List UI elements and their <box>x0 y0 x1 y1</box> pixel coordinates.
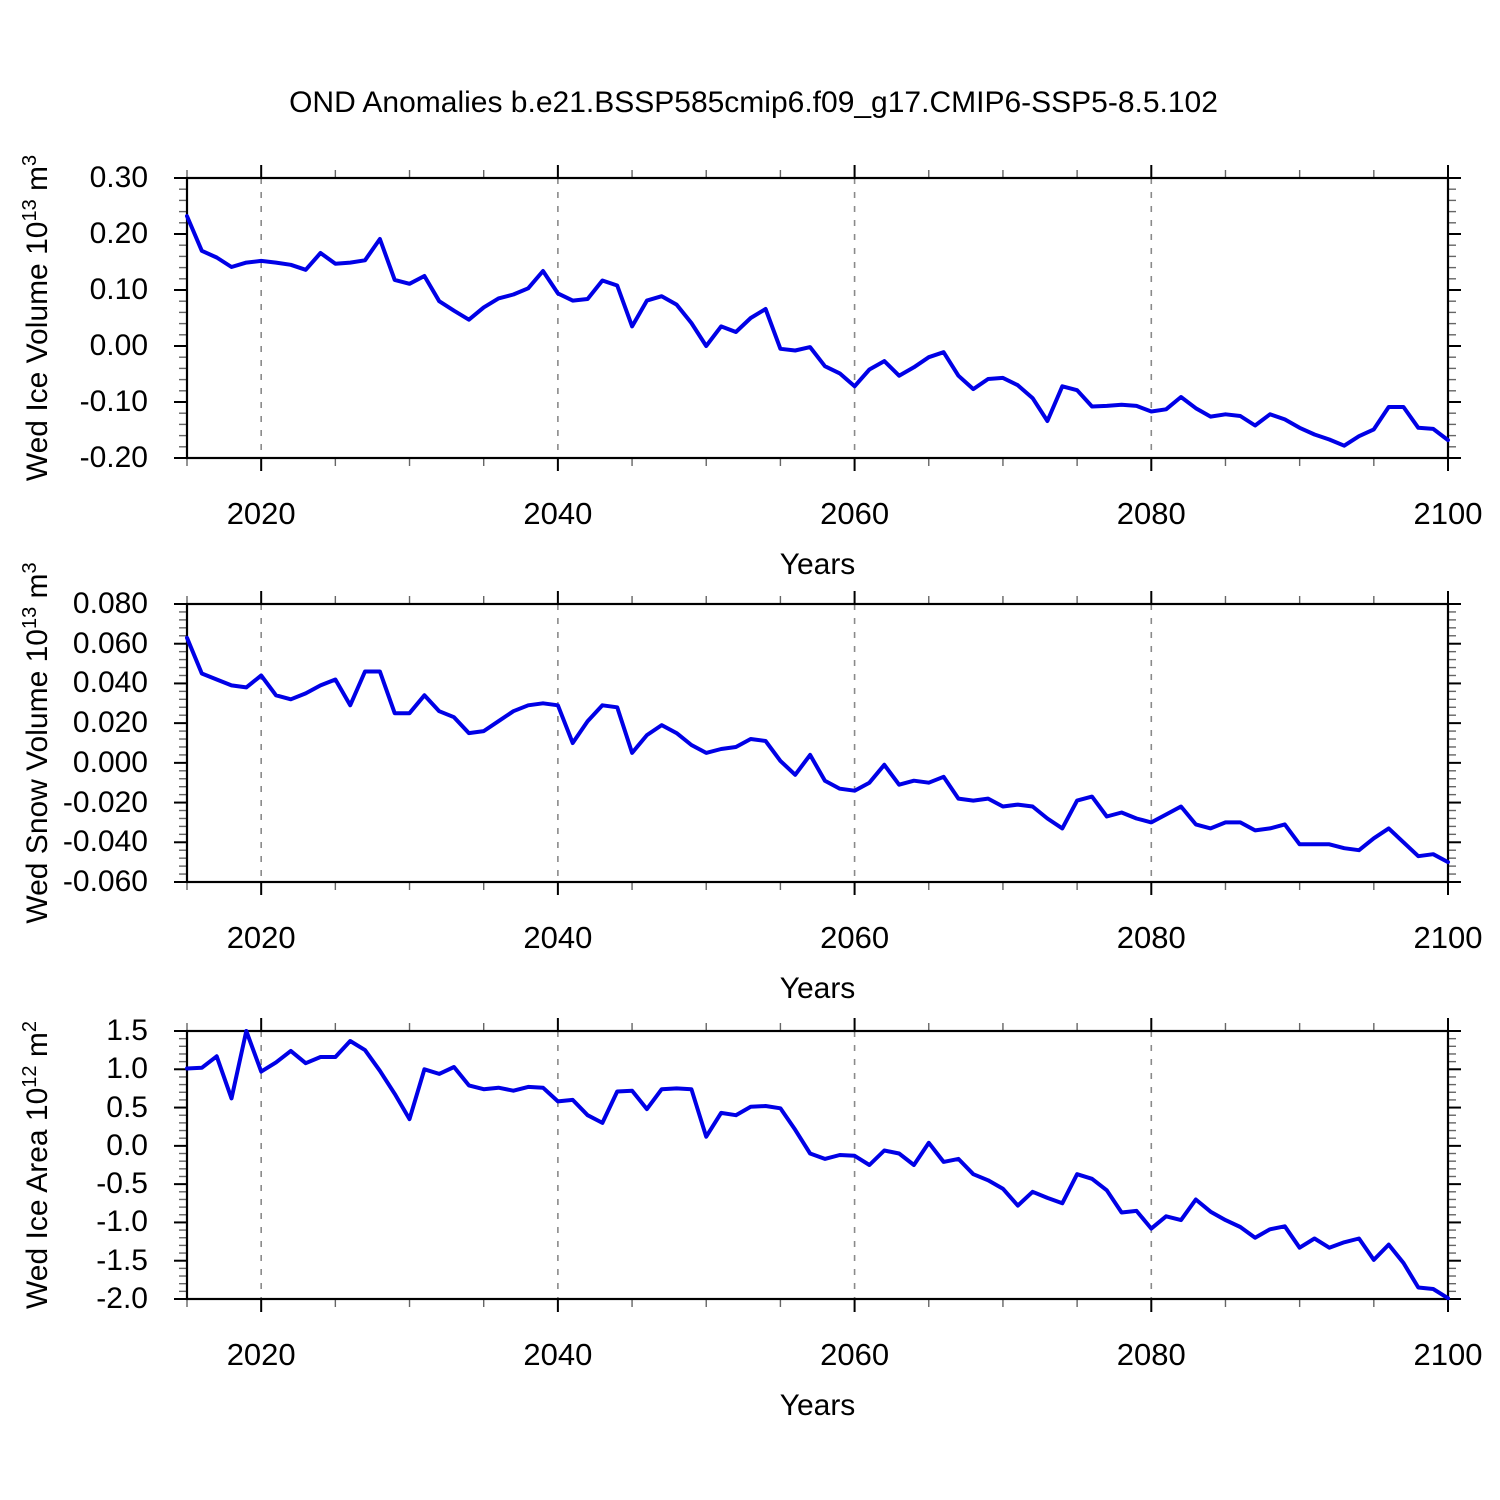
minor-ticks <box>179 596 1456 890</box>
x-tick-label: 2100 <box>1413 920 1483 955</box>
y-tick-label: -2.0 <box>96 1282 148 1315</box>
y-tick-label: 0.00 <box>89 329 148 362</box>
minor-ticks <box>179 170 1456 466</box>
major-ticks <box>174 165 1461 471</box>
series-line <box>185 1029 1450 1301</box>
x-tick-label: 2080 <box>1116 920 1186 955</box>
x-tick-label: 2040 <box>523 920 593 955</box>
x-tick-label: 2020 <box>226 1337 296 1372</box>
x-tick-label: 2020 <box>226 920 296 955</box>
minor-ticks <box>179 1023 1456 1307</box>
plot-frame <box>185 1029 1450 1301</box>
y-tick-label: 0.020 <box>72 706 148 740</box>
y-tick-label: -0.060 <box>62 865 148 898</box>
x-tick-label: 2040 <box>523 1337 593 1372</box>
y-tick-label: 0.20 <box>89 217 148 250</box>
plot-area-snow-volume <box>174 591 1461 895</box>
plot-frame <box>185 176 1450 460</box>
y-tick-label: -1.0 <box>96 1205 148 1239</box>
x-tick-label: 2060 <box>820 496 890 531</box>
y-tick-label: 1.5 <box>106 1014 148 1047</box>
y-tick-label: 0.5 <box>106 1090 148 1124</box>
x-tick-label: 2060 <box>820 920 890 955</box>
y-tick-label: -0.5 <box>96 1167 148 1201</box>
y-tick-label: -1.5 <box>96 1243 148 1277</box>
major-ticks <box>174 1018 1461 1312</box>
x-tick-label: 2060 <box>820 1337 890 1372</box>
y-tick-label: 0.10 <box>89 273 148 306</box>
y-tick-label: 0.040 <box>72 666 148 700</box>
y-tick-label: 1.0 <box>106 1052 148 1086</box>
series-line <box>185 635 1450 865</box>
x-tick-label: 2080 <box>1116 496 1186 531</box>
x-tick-label: 2080 <box>1116 1337 1186 1372</box>
plot-frame <box>185 602 1450 884</box>
y-tick-label: 0.0 <box>106 1128 148 1162</box>
x-axis-label: Years <box>779 972 856 1005</box>
major-ticks <box>174 591 1461 895</box>
x-axis-label: Years <box>779 1389 856 1422</box>
x-tick-label: 2040 <box>523 496 593 531</box>
x-axis-label: Years <box>779 548 856 581</box>
y-tick-label: 0.000 <box>72 745 148 779</box>
y-tick-label: -0.040 <box>62 825 148 859</box>
y-tick-label: 0.080 <box>72 587 148 620</box>
x-tick-label: 2020 <box>226 496 296 531</box>
y-tick-label: -0.20 <box>79 441 148 474</box>
plot-area-ice-volume <box>174 165 1461 471</box>
series-line <box>185 214 1450 448</box>
y-tick-label: -0.10 <box>79 385 148 418</box>
x-tick-label: 2100 <box>1413 1337 1483 1372</box>
y-tick-label: 0.30 <box>89 161 148 194</box>
plot-area-ice-area <box>174 1018 1461 1312</box>
x-tick-label: 2100 <box>1413 496 1483 531</box>
chart-title: OND Anomalies b.e21.BSSP585cmip6.f09_g17… <box>289 86 1218 119</box>
y-tick-label: 0.060 <box>72 626 148 660</box>
y-tick-label: -0.020 <box>62 785 148 819</box>
